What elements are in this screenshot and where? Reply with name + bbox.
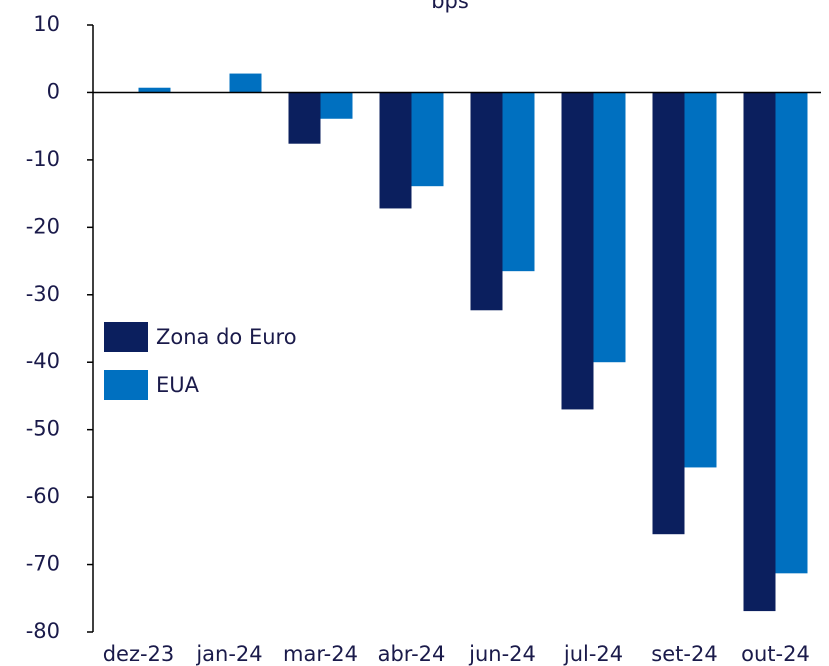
x-tick-label: dez-23 bbox=[103, 642, 175, 666]
bar bbox=[593, 92, 626, 363]
y-tick-label: -70 bbox=[26, 552, 60, 576]
bar bbox=[138, 87, 171, 93]
legend-swatch bbox=[104, 322, 148, 352]
x-tick-label: abr-24 bbox=[378, 642, 446, 666]
legend-label: Zona do Euro bbox=[156, 325, 297, 349]
y-tick-label: -10 bbox=[26, 147, 60, 171]
bar bbox=[684, 92, 717, 468]
bar bbox=[775, 92, 808, 574]
x-tick-label: jun-24 bbox=[468, 642, 536, 666]
bar bbox=[561, 92, 594, 410]
x-tick-label: out-24 bbox=[741, 642, 810, 666]
bar bbox=[502, 92, 535, 272]
bar bbox=[470, 92, 503, 311]
y-tick-label: -80 bbox=[26, 619, 60, 643]
bar bbox=[743, 92, 776, 612]
y-tick-label: -60 bbox=[26, 484, 60, 508]
legend-swatch bbox=[104, 370, 148, 400]
y-tick-label: -20 bbox=[26, 214, 60, 238]
bar bbox=[652, 92, 685, 535]
y-tick-label: -50 bbox=[26, 417, 60, 441]
chart-title: bps bbox=[431, 0, 469, 13]
x-tick-label: jul-24 bbox=[563, 642, 623, 666]
bar bbox=[379, 92, 412, 209]
bar bbox=[411, 92, 444, 187]
bar bbox=[288, 92, 321, 144]
legend-label: EUA bbox=[156, 373, 200, 397]
y-tick-label: 10 bbox=[33, 12, 60, 36]
bar bbox=[320, 92, 353, 119]
y-tick-label: 0 bbox=[47, 79, 60, 103]
y-tick-label: -30 bbox=[26, 282, 60, 306]
x-tick-label: mar-24 bbox=[283, 642, 358, 666]
x-tick-label: set-24 bbox=[651, 642, 717, 666]
y-tick-label: -40 bbox=[26, 349, 60, 373]
x-tick-label: jan-24 bbox=[195, 642, 262, 666]
bar bbox=[229, 73, 262, 93]
